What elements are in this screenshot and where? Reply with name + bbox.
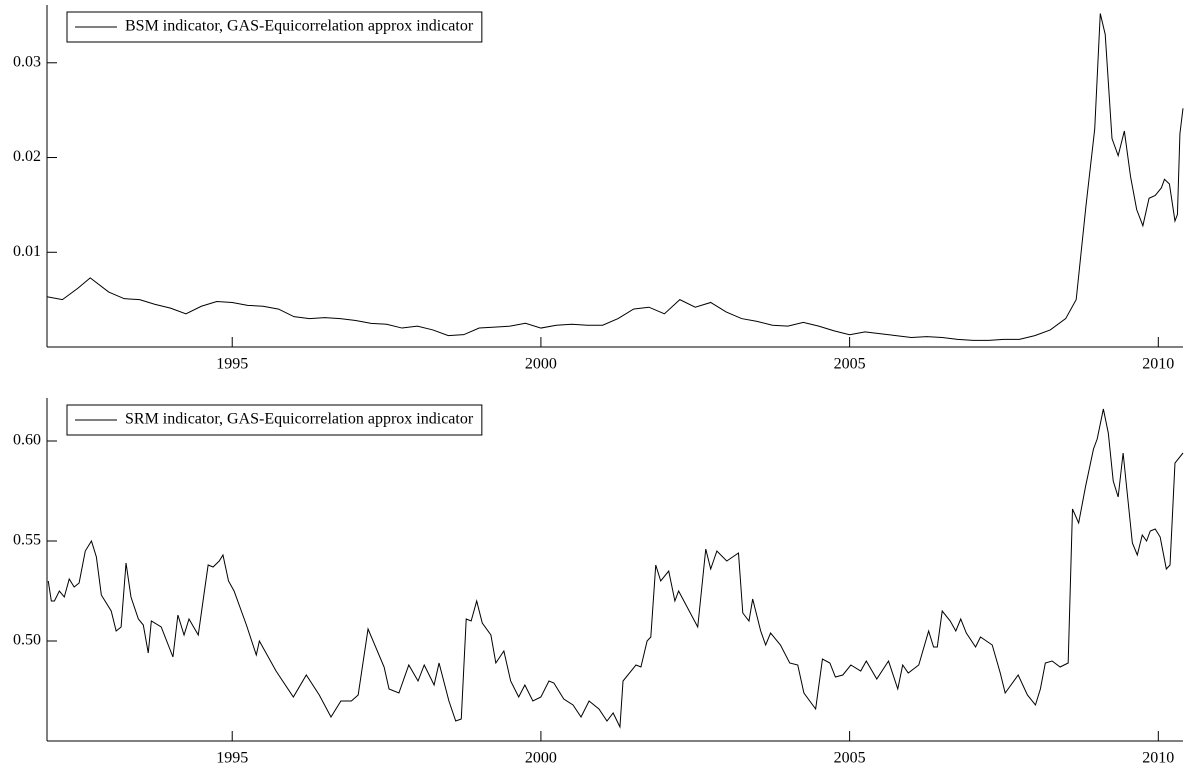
x-tick-label: 1995	[216, 750, 248, 767]
x-tick-label: 2010	[1142, 750, 1174, 767]
y-tick-label: 0.02	[13, 148, 41, 165]
y-tick-label: 0.01	[13, 243, 41, 260]
x-tick-label: 1995	[216, 356, 248, 373]
x-tick-label: 2010	[1142, 356, 1174, 373]
y-tick-label: 0.03	[13, 53, 41, 70]
legend-box	[66, 11, 483, 43]
legend-label: BSM indicator, GAS-Equicorrelation appro…	[125, 18, 474, 35]
panel: 0.50 0.55 0.60 1995 2000 2005 2010 SRM indicato…	[13, 398, 1184, 767]
y-tick-label: 0.60	[13, 432, 41, 449]
y-tick-label: 0.55	[13, 532, 41, 549]
x-tick-label: 2000	[525, 356, 557, 373]
x-tick-label: 2005	[834, 356, 866, 373]
x-tick-label: 2005	[834, 750, 866, 767]
panel: 0.01 0.02 0.03 1995 2000 2005 2010 BSM indicato…	[13, 5, 1184, 373]
x-tick-label: 2000	[525, 750, 557, 767]
data-line	[47, 408, 1184, 729]
data-line	[46, 13, 1184, 341]
legend-box	[66, 404, 483, 436]
y-tick-label: 0.50	[13, 632, 41, 649]
legend-label: SRM indicator, GAS-Equicorrelation appro…	[125, 411, 474, 428]
